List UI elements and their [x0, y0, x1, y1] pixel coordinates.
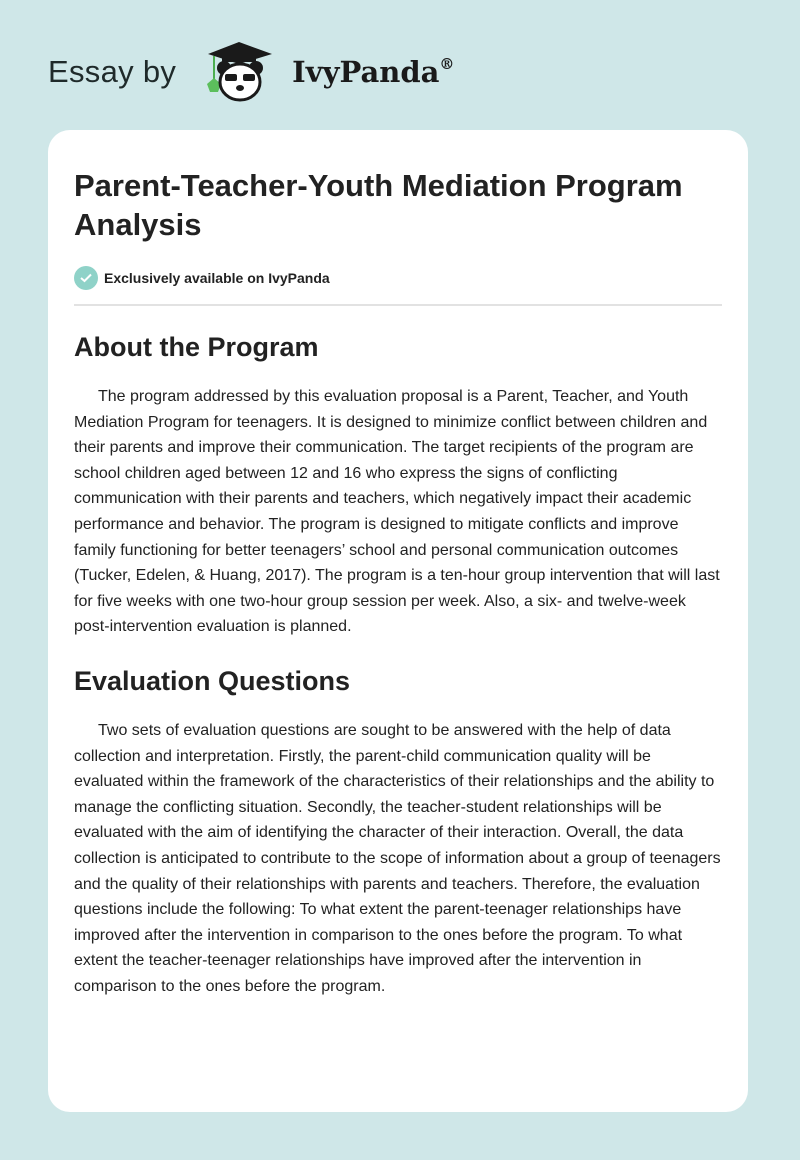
- page-title: Parent-Teacher-Youth Mediation Program A…: [74, 168, 683, 242]
- panda-graduate-icon: [207, 42, 273, 102]
- brand-header[interactable]: Essay by IvyPanda®: [48, 42, 454, 102]
- brand-prefix: Essay by: [48, 54, 177, 89]
- section-paragraph: Two sets of evaluation questions are sou…: [74, 721, 721, 995]
- check-icon: [74, 266, 98, 290]
- exclusive-text: Exclusively available on IvyPanda: [104, 270, 330, 286]
- section-heading: About the Program: [74, 332, 319, 362]
- section-heading: Evaluation Questions: [74, 665, 351, 696]
- brand-name: IvyPanda®: [292, 55, 455, 89]
- article-card: Parent-Teacher-Youth Mediation Program A…: [48, 130, 748, 1112]
- exclusive-badge: Exclusively available on IvyPanda: [74, 266, 722, 290]
- section-paragraph: The program addressed by this evaluation…: [74, 388, 720, 636]
- divider: [74, 304, 722, 306]
